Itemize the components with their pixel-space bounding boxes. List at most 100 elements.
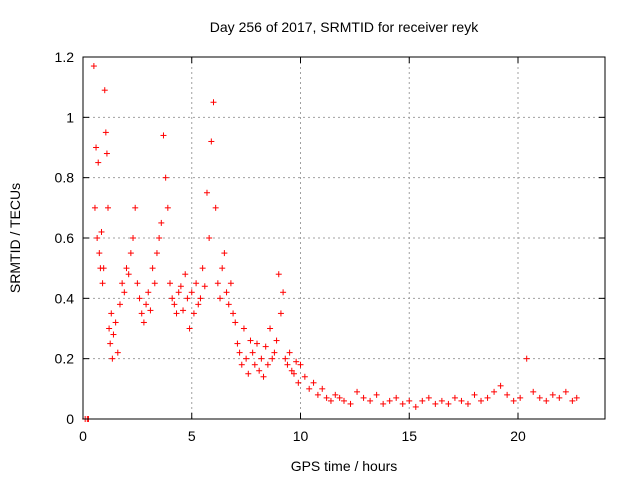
data-point [247, 337, 254, 344]
data-point [277, 310, 284, 317]
data-point [243, 355, 250, 362]
y-axis-label: SRMTID / TECUs [7, 183, 23, 293]
data-point [438, 397, 445, 404]
data-point [347, 400, 354, 407]
data-point [267, 325, 274, 332]
data-point [256, 367, 263, 374]
data-point [153, 250, 160, 257]
x-tick-label: 20 [510, 428, 526, 444]
data-point [169, 295, 176, 302]
data-point [175, 289, 182, 296]
data-point [327, 397, 334, 404]
data-point [217, 295, 224, 302]
data-point [306, 385, 313, 392]
data-point [471, 391, 478, 398]
data-point [432, 400, 439, 407]
y-tick-label: 1 [66, 109, 74, 125]
data-point [102, 129, 109, 136]
data-point [160, 132, 167, 139]
data-point [273, 337, 280, 344]
data-point [140, 319, 147, 326]
data-point [190, 310, 197, 317]
data-point [323, 394, 330, 401]
data-point [491, 388, 498, 395]
data-point [108, 310, 115, 317]
data-point [151, 280, 158, 287]
data-point [314, 391, 321, 398]
y-tick-label: 0 [66, 411, 74, 427]
data-point [399, 400, 406, 407]
data-point [177, 283, 184, 290]
data-point [497, 382, 504, 389]
data-point [173, 310, 180, 317]
data-point [464, 400, 471, 407]
data-point [236, 349, 243, 356]
data-point [130, 235, 137, 241]
data-point [310, 379, 317, 386]
data-point [94, 235, 101, 241]
data-point [138, 310, 145, 317]
data-point [95, 159, 102, 166]
y-tick-label: 0.8 [55, 170, 75, 186]
data-point [269, 355, 276, 362]
data-point [290, 370, 297, 377]
data-point [100, 265, 107, 272]
data-point [556, 394, 563, 401]
data-point [182, 271, 189, 278]
data-point [125, 271, 132, 278]
data-point [184, 295, 191, 302]
data-point [112, 319, 119, 326]
data-point [214, 280, 221, 287]
data-point [116, 301, 123, 308]
data-point [419, 397, 426, 404]
data-point [258, 355, 265, 362]
data-point [245, 370, 252, 377]
data-point [301, 373, 308, 380]
data-point [171, 301, 178, 308]
data-point [510, 397, 517, 404]
data-point [238, 361, 245, 368]
data-point [121, 289, 128, 296]
x-tick-label: 0 [79, 428, 87, 444]
data-point [406, 397, 413, 404]
data-point [523, 355, 530, 362]
data-point [240, 325, 247, 332]
data-point [167, 280, 173, 287]
data-point [573, 394, 580, 401]
data-point [386, 397, 393, 404]
data-point [360, 394, 367, 401]
data-point [90, 63, 97, 70]
data-point [221, 250, 228, 257]
data-point [206, 235, 213, 241]
data-point [412, 403, 419, 410]
data-point [295, 379, 302, 386]
data-point [143, 301, 150, 308]
data-point [110, 331, 117, 338]
data-point [119, 280, 126, 287]
plot-frame [82, 56, 606, 420]
data-point [425, 394, 432, 401]
data-point [93, 144, 100, 151]
data-point [536, 394, 543, 401]
y-tick-label: 0.4 [55, 290, 75, 306]
data-point [106, 325, 113, 332]
data-point [195, 301, 202, 308]
data-point [107, 340, 114, 347]
data-point [230, 310, 237, 317]
data-point [569, 397, 576, 404]
data-point [145, 289, 152, 296]
y-tick-label: 0.6 [55, 230, 75, 246]
data-point [275, 271, 282, 278]
data-point [193, 280, 200, 287]
data-point [297, 361, 304, 368]
data-point [451, 394, 458, 401]
y-tick-label: 0.2 [55, 351, 75, 367]
x-tick-label: 15 [401, 428, 417, 444]
data-point [249, 349, 256, 356]
data-point [445, 400, 452, 407]
x-axis-label: GPS time / hours [291, 458, 398, 474]
y-tick-label: 1.2 [55, 49, 75, 65]
data-point [286, 349, 293, 356]
data-point [549, 391, 556, 398]
